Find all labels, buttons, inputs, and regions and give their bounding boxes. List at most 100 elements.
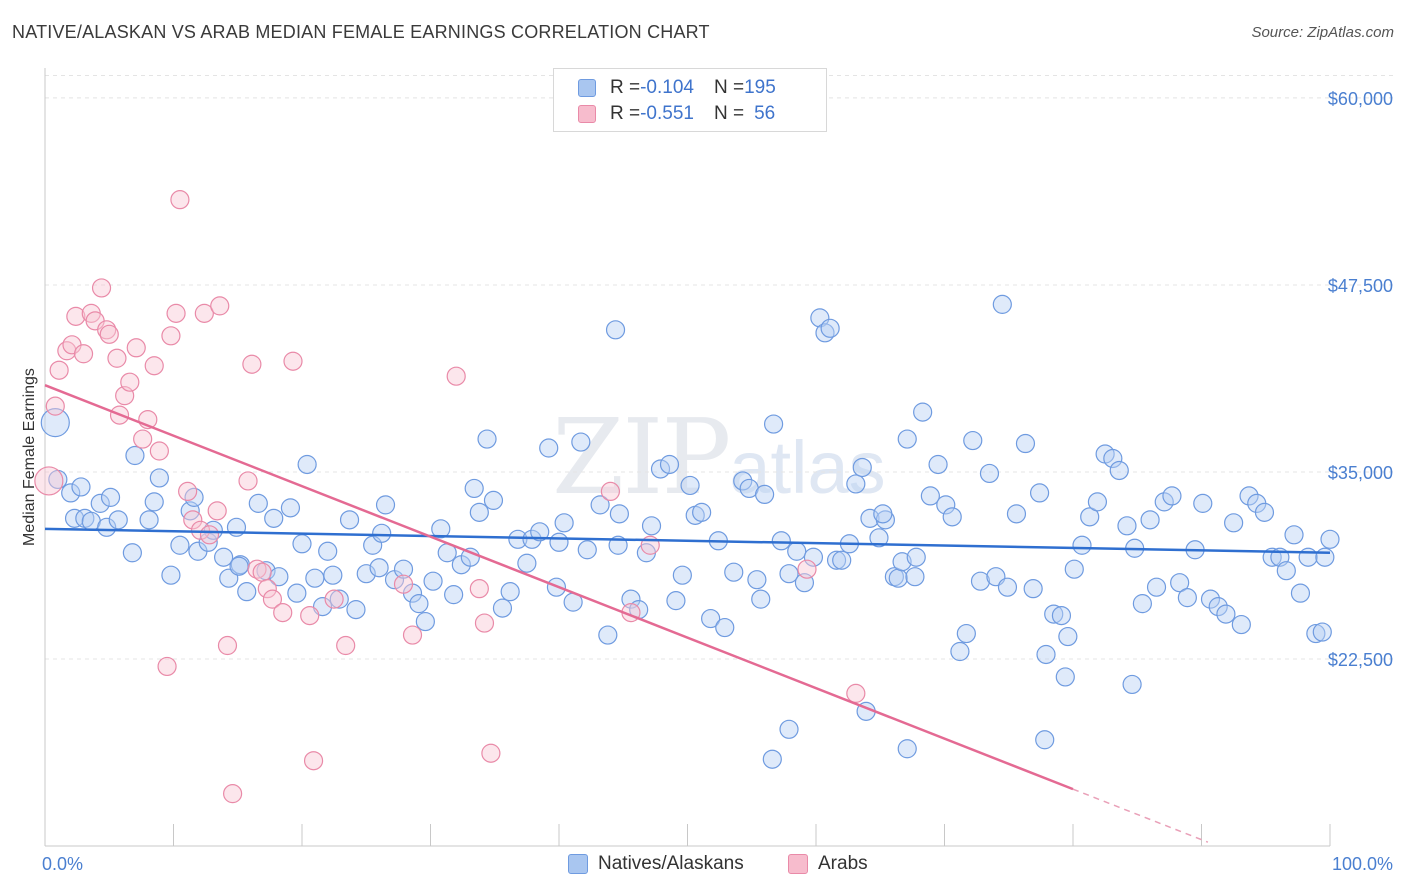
native-point	[913, 402, 933, 422]
native-point	[500, 582, 520, 602]
native-point	[1170, 573, 1190, 593]
bottom-legend-natives: Natives/Alaskans	[568, 851, 744, 877]
native-point	[997, 577, 1018, 597]
arab-point	[161, 326, 181, 346]
legend-r-label: R =	[610, 77, 641, 98]
arab-point	[49, 360, 69, 380]
arab-point	[207, 501, 227, 521]
x-tick-label: 0.0%	[42, 854, 83, 874]
native-point	[751, 589, 771, 609]
native-point	[956, 623, 976, 644]
arab-point	[797, 559, 817, 579]
native-point	[659, 454, 680, 475]
arab-point	[846, 683, 866, 703]
watermark: ZIPatlas	[552, 396, 886, 518]
native-point	[1239, 486, 1259, 506]
arab-point	[157, 656, 177, 677]
arab-trend-line	[44, 384, 1074, 791]
native-point	[1254, 502, 1275, 522]
native-point	[1208, 597, 1228, 617]
native-point	[40, 407, 70, 438]
native-point	[460, 547, 480, 567]
native-point	[860, 508, 880, 528]
native-point	[1320, 529, 1340, 549]
native-point	[415, 611, 435, 632]
arab-point	[242, 354, 262, 374]
native-point	[144, 492, 164, 512]
native-point	[198, 532, 218, 552]
legend-swatch-natives	[578, 79, 596, 97]
arab-point	[474, 613, 495, 633]
arab-point	[133, 429, 153, 449]
native-point	[950, 641, 970, 662]
native-point	[1276, 561, 1296, 581]
native-point	[1306, 623, 1326, 644]
arab-point	[107, 348, 127, 368]
native-point	[248, 493, 268, 513]
native-point	[108, 510, 128, 530]
native-point	[90, 493, 110, 513]
arab-point	[199, 525, 220, 545]
legend-n-value: 195	[744, 77, 776, 98]
native-point	[1036, 644, 1056, 665]
native-point	[1162, 486, 1182, 506]
native-point	[530, 522, 550, 542]
legend-row-arabs: R = -0.551 N = 56	[578, 101, 775, 127]
native-point	[237, 582, 257, 602]
arab-point	[99, 324, 119, 344]
native-point	[1154, 492, 1174, 512]
legend-r-value: -0.104	[640, 77, 694, 98]
native-point	[393, 559, 414, 579]
native-point	[1140, 510, 1160, 530]
arab-point	[336, 635, 356, 656]
legend-r-value: -0.551	[640, 103, 694, 124]
native-point	[928, 454, 948, 475]
native-point	[318, 541, 338, 561]
native-point	[149, 468, 169, 488]
native-point	[1055, 667, 1075, 687]
native-point	[905, 567, 925, 587]
native-point	[264, 508, 284, 528]
native-point	[161, 565, 181, 585]
native-point	[992, 294, 1012, 314]
arab-point	[194, 303, 214, 323]
native-point	[346, 600, 366, 620]
native-point	[423, 571, 443, 591]
y-tick-label: $22,500	[1328, 650, 1393, 670]
native-point	[372, 523, 392, 543]
legend-n-label: N =	[713, 103, 745, 124]
native-point	[810, 308, 830, 328]
native-point	[517, 553, 537, 573]
native-point	[846, 474, 866, 494]
native-point	[598, 625, 618, 645]
arab-point	[283, 351, 303, 371]
native-point	[888, 568, 908, 588]
arab-point	[393, 574, 414, 594]
arab-point	[73, 344, 94, 364]
watermark-zip: ZIP	[552, 396, 731, 518]
native-point	[605, 320, 626, 340]
arab-point	[178, 481, 198, 502]
y-tick-label: $35,000	[1328, 463, 1393, 483]
native-point	[970, 571, 991, 591]
native-point	[492, 598, 513, 618]
arab-trend-extension	[1072, 788, 1209, 843]
native-point	[787, 541, 807, 561]
arab-point	[402, 625, 423, 645]
arab-point	[300, 605, 320, 626]
native-point	[431, 519, 451, 539]
arab-point	[238, 471, 258, 491]
native-point	[1035, 730, 1055, 750]
native-point	[724, 562, 744, 582]
legend-row-natives: R = -0.104 N = 195	[578, 75, 776, 101]
arab-point	[247, 559, 267, 579]
native-point	[280, 498, 301, 518]
native-point	[1290, 583, 1311, 603]
native-point	[1315, 547, 1335, 567]
native-point	[590, 495, 610, 515]
native-point	[1080, 507, 1100, 527]
native-point	[1231, 614, 1251, 635]
native-point	[1015, 433, 1036, 454]
y-tick-label: $60,000	[1328, 89, 1393, 109]
native-point	[125, 445, 145, 466]
